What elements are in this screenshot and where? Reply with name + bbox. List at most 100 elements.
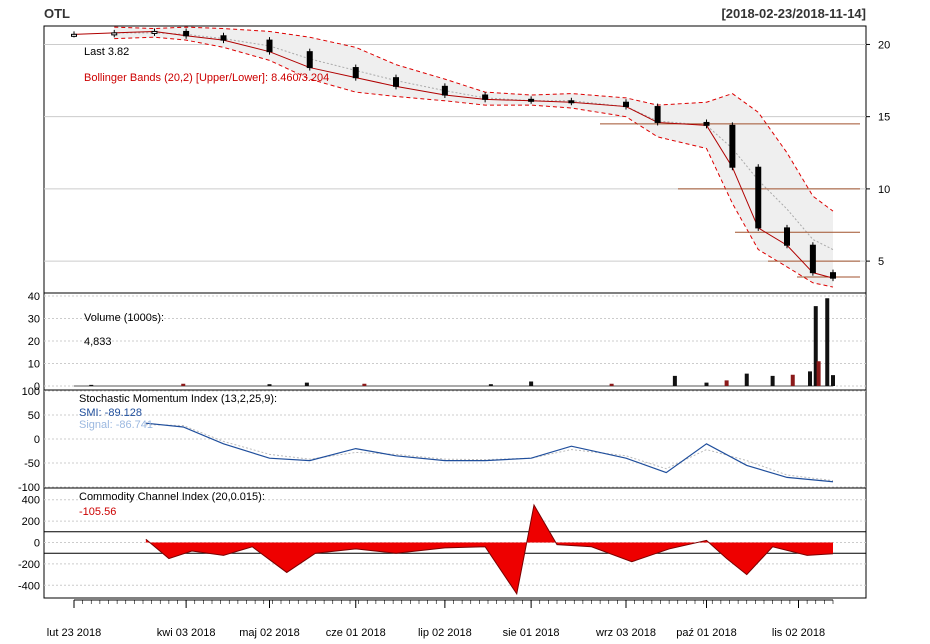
candle-body xyxy=(482,94,489,100)
volume-bar xyxy=(704,382,709,386)
volume-y-tick-label: 10 xyxy=(28,359,40,371)
smi-value: SMI: -89.128 xyxy=(79,407,142,419)
x-tick-label: kwi 03 2018 xyxy=(157,627,216,639)
x-axis: lut 23 2018 kwi 03 2018 maj 02 2018 cze 01 … xyxy=(47,599,834,639)
volume-y-tick-label: 30 xyxy=(28,314,40,326)
price-y-tick-label: 5 xyxy=(878,256,884,268)
x-tick-label: paź 01 2018 xyxy=(676,627,737,639)
candle-body xyxy=(703,121,710,126)
candle-body xyxy=(352,67,359,79)
candle-body xyxy=(623,101,629,108)
price-y-axis: 20 15 10 5 xyxy=(866,39,890,268)
candle-body xyxy=(528,98,535,102)
smi-y-tick-label: -50 xyxy=(24,458,40,470)
candle-body xyxy=(151,30,158,34)
volume-bar xyxy=(672,375,677,386)
smi-y-axis: 100 50 0 -50 -100 xyxy=(18,386,40,494)
chart-date-range: [2018-02-23/2018-11-14] xyxy=(721,6,866,21)
candle-body xyxy=(220,35,227,41)
x-tick-label: lis 02 2018 xyxy=(772,627,825,639)
volume-bar xyxy=(609,383,614,386)
candle-body xyxy=(755,166,762,229)
candle-body xyxy=(568,100,575,104)
volume-bar xyxy=(790,374,795,386)
volume-y-tick-label: 40 xyxy=(28,291,40,303)
volume-y-tick-label: 20 xyxy=(28,336,40,348)
volume-y-axis: 40 30 20 10 0 xyxy=(28,291,40,393)
candle-body xyxy=(183,30,190,37)
bollinger-band-area xyxy=(114,26,834,288)
last-price-label: Last 3.82 xyxy=(84,46,129,58)
candle-body xyxy=(784,227,790,246)
x-tick-label: maj 02 2018 xyxy=(239,627,300,639)
bollinger-band-fill xyxy=(114,27,833,288)
bollinger-lower-line xyxy=(114,36,834,288)
volume-bar xyxy=(181,383,186,386)
volume-bar xyxy=(488,384,493,386)
cci-y-tick-label: -200 xyxy=(18,559,40,571)
bbands-label: Bollinger Bands (20,2) [Upper/Lower]: 8.… xyxy=(84,72,329,84)
volume-bar xyxy=(304,382,309,386)
candle-body xyxy=(441,85,448,96)
price-candles xyxy=(71,28,836,282)
volume-bar xyxy=(529,381,534,386)
cci-y-tick-label: -400 xyxy=(18,580,40,592)
candle-body xyxy=(393,77,399,87)
volume-bar xyxy=(89,384,94,386)
volume-bar xyxy=(825,298,830,386)
candle-body xyxy=(654,106,661,123)
smi-signal-line xyxy=(145,424,834,482)
cci-label: Commodity Channel Index (20,0.015): xyxy=(79,491,265,503)
volume-bar xyxy=(744,373,749,386)
cci-y-tick-label: 400 xyxy=(22,495,40,507)
bollinger-ma-line xyxy=(114,32,834,251)
price-y-tick-label: 20 xyxy=(878,39,890,51)
volume-bar xyxy=(808,371,812,386)
smi-y-tick-label: 50 xyxy=(28,410,40,422)
volume-y-tick-label: 0 xyxy=(34,381,40,393)
cci-y-axis: 400 200 0 -200 -400 xyxy=(18,495,40,593)
smi-label: Stochastic Momentum Index (13,2,25,9): xyxy=(79,393,277,405)
smi-y-tick-label: 100 xyxy=(22,386,40,398)
volume-label: Volume (1000s): xyxy=(84,312,164,324)
cci-area xyxy=(145,503,834,596)
candle-body xyxy=(111,32,118,36)
volume-bar xyxy=(267,384,272,386)
smi-signal-value: Signal: -86.741 xyxy=(79,419,153,431)
candle-body xyxy=(306,51,313,69)
price-y-tick-label: 10 xyxy=(878,184,890,196)
cci-y-tick-label: 0 xyxy=(34,538,40,550)
cci-value: -105.56 xyxy=(79,506,116,518)
volume-bars xyxy=(74,298,835,387)
cci-fill xyxy=(145,505,833,594)
volume-grid xyxy=(44,295,866,387)
chart-symbol: OTL xyxy=(44,6,70,21)
candle-body xyxy=(830,272,836,279)
smi-y-tick-label: 0 xyxy=(34,434,40,446)
smi-line xyxy=(145,422,834,483)
volume-bar xyxy=(770,375,775,386)
x-tick-label: wrz 03 2018 xyxy=(595,627,656,639)
candle-body xyxy=(266,39,273,53)
cci-line xyxy=(145,503,834,596)
cci-y-tick-label: 200 xyxy=(22,516,40,528)
x-tick-label: cze 01 2018 xyxy=(326,627,386,639)
volume-bar xyxy=(831,375,835,386)
plot-frame xyxy=(43,25,867,599)
smi-y-tick-label: -100 xyxy=(18,482,40,494)
candle-body xyxy=(809,244,816,274)
volume-bar xyxy=(816,361,821,386)
volume-bar xyxy=(813,306,818,386)
price-y-tick-label: 15 xyxy=(878,112,890,124)
x-tick-label: lip 02 2018 xyxy=(418,627,472,639)
smi-lines xyxy=(145,422,834,483)
x-tick-label: sie 01 2018 xyxy=(503,627,560,639)
volume-bar xyxy=(362,383,367,386)
candle-body xyxy=(71,33,77,37)
volume-bar xyxy=(724,380,729,386)
volume-value: 4,833 xyxy=(84,336,112,348)
candle-body xyxy=(729,124,736,168)
smi-grid xyxy=(44,390,866,488)
